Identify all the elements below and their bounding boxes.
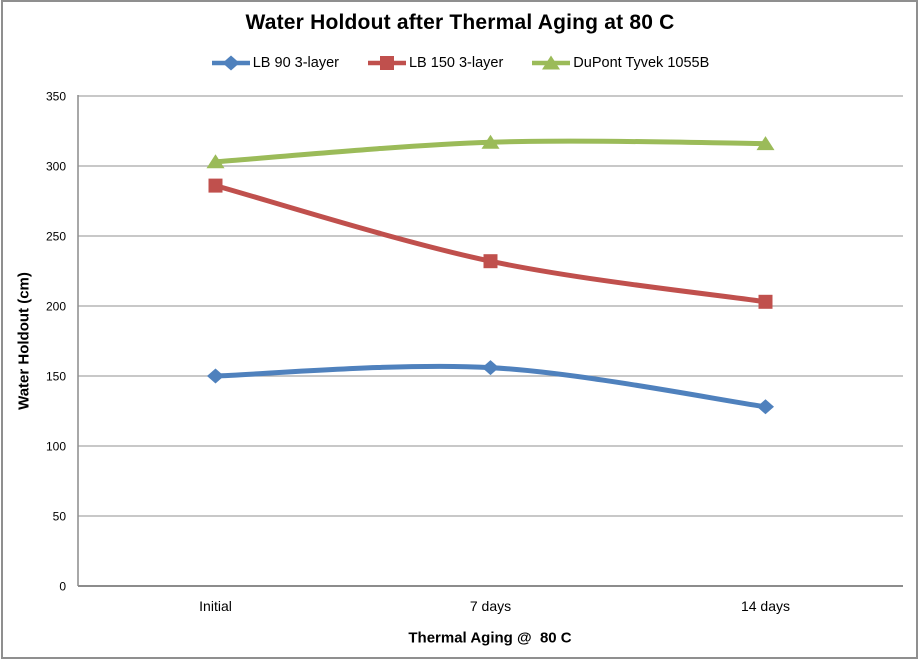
legend-item-lb150: LB 150 3-layer [367, 54, 503, 72]
line-diamond-marker-icon [211, 55, 250, 71]
x-category-label: 7 days [470, 598, 511, 614]
y-tick-label: 200 [46, 300, 66, 314]
legend-label-lb90: LB 90 3-layer [252, 55, 339, 71]
triangle-marker-icon [481, 134, 500, 149]
x-axis-title: Thermal Aging @ 80 C [408, 629, 572, 647]
y-tick-label: 250 [46, 230, 66, 244]
chart-title: Water Holdout after Thermal Aging at 80 … [245, 11, 675, 34]
line-square-marker-icon [367, 56, 406, 70]
y-tick-label: 100 [46, 440, 66, 454]
y-axis-title: Water Holdout (cm) [15, 272, 33, 410]
legend: LB 90 3-layer LB 150 3-layer DuPont Tyve… [0, 54, 920, 72]
x-category-label: 14 days [741, 598, 790, 614]
x-category-label: Initial [199, 598, 232, 614]
legend-label-tyvek: DuPont Tyvek 1055B [573, 55, 710, 71]
line-triangle-marker-icon [532, 55, 571, 70]
diamond-marker-icon [757, 399, 774, 415]
legend-label-lb150: LB 150 3-layer [408, 55, 504, 71]
legend-item-lb90: LB 90 3-layer [211, 54, 339, 72]
triangle-marker-icon [206, 154, 225, 169]
square-marker-icon [758, 294, 773, 309]
y-tick-label: 50 [53, 510, 67, 524]
triangle-marker-icon [542, 55, 561, 70]
square-marker-icon [483, 254, 498, 269]
y-tick-label: 300 [46, 160, 66, 174]
y-tick-label: 350 [46, 90, 66, 104]
diamond-marker-icon [482, 360, 499, 376]
legend-item-tyvek: DuPont Tyvek 1055B [531, 54, 709, 72]
triangle-marker-icon [756, 136, 775, 151]
y-tick-label: 150 [46, 370, 66, 384]
series-line-1 [213, 183, 768, 305]
square-marker-icon [208, 178, 223, 193]
diamond-marker-icon [207, 368, 224, 384]
square-marker-icon [379, 56, 394, 70]
diamond-marker-icon [222, 55, 240, 71]
y-tick-label: 0 [59, 580, 66, 594]
